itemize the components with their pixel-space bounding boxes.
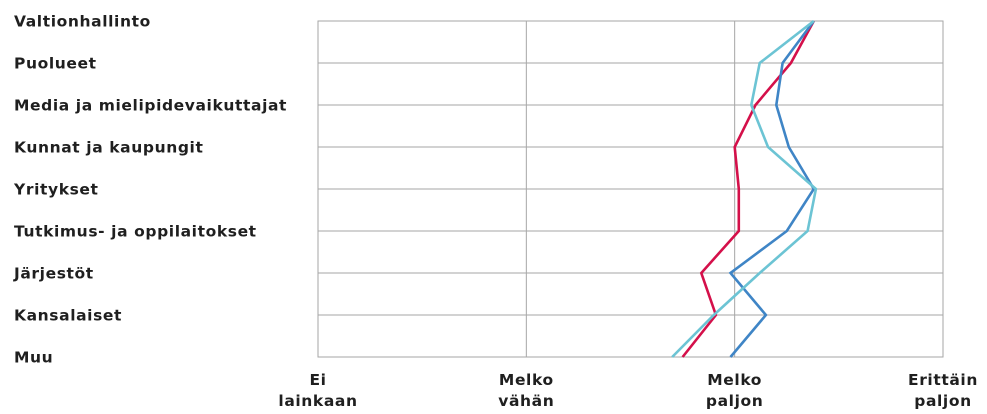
category-label: Media ja mielipidevaikuttajat bbox=[14, 97, 287, 115]
series-line-2 bbox=[728, 20, 816, 358]
category-label: Järjestöt bbox=[13, 265, 94, 283]
category-labels: Valtionhallinto Puolueet Media ja mielipid… bbox=[13, 13, 287, 367]
category-label: Kansalaiset bbox=[14, 307, 122, 325]
category-label: Kunnat ja kaupungit bbox=[14, 139, 203, 157]
x-tick-label: Erittäin paljon bbox=[908, 371, 978, 410]
x-tick-labels: Ei lainkaan Melko vähän Melko paljon Erittäin p… bbox=[278, 371, 978, 410]
x-tick-label: Melko vähän bbox=[498, 371, 554, 410]
category-label: Puolueet bbox=[14, 55, 97, 73]
category-label: Tutkimus- ja oppilaitokset bbox=[14, 223, 257, 241]
category-label: Valtionhallinto bbox=[14, 13, 151, 31]
x-tick-label: Melko paljon bbox=[706, 371, 763, 410]
category-label: Yritykset bbox=[13, 181, 99, 199]
series-line-1 bbox=[681, 20, 815, 358]
series-line-3 bbox=[671, 19, 818, 358]
plot-grid bbox=[317, 20, 944, 358]
x-tick-label: Ei lainkaan bbox=[278, 371, 357, 410]
series-lines bbox=[671, 19, 818, 358]
category-label: Muu bbox=[14, 349, 53, 367]
